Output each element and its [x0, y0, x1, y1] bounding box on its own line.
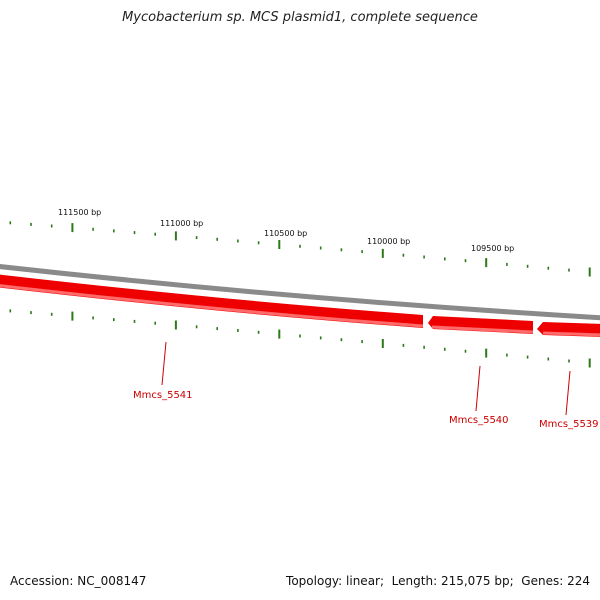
gene-label[interactable]: Mmcs_5541	[133, 390, 193, 401]
accession-label: Accession:	[10, 574, 74, 588]
gene-labels: Mmcs_5541 Mmcs_5540 Mmcs_5539	[133, 341, 599, 430]
map-title: Mycobacterium sp. MCS plasmid1, complete…	[122, 10, 478, 25]
accession-value: NC_008147	[77, 574, 147, 588]
scale-label: 109500 bp	[471, 244, 514, 253]
gene-leader-line	[161, 341, 167, 386]
length-label: Length:	[391, 574, 438, 588]
gene-highlight	[0, 284, 424, 328]
sequence-backbone	[0, 264, 600, 321]
gene-leader-line	[565, 370, 571, 416]
scale-label: 111500 bp	[58, 208, 101, 217]
gene-body	[0, 274, 423, 328]
sequence-summary: Topology: linear; Length: 215,075 bp; Ge…	[286, 574, 590, 588]
length-value: 215,075 bp	[440, 574, 510, 588]
topology-value: linear	[346, 574, 380, 588]
scale-labels: 111500 bp 111000 bp 110500 bp 110000 bp 1095…	[58, 208, 514, 253]
accession-info: Accession: NC_008147	[10, 574, 146, 588]
gene-arrow-mmcs_5539[interactable]	[537, 322, 600, 337]
gene-highlight	[431, 325, 534, 334]
gene-highlight	[542, 331, 600, 337]
scale-label: 110000 bp	[367, 237, 410, 246]
topology-label: Topology:	[286, 574, 343, 588]
gene-arrow-mmcs_5540[interactable]	[428, 316, 534, 334]
genes-label: Genes:	[521, 574, 564, 588]
gene-label[interactable]: Mmcs_5539	[539, 419, 599, 430]
gene-leader-line	[475, 365, 481, 412]
genes-value: 224	[567, 574, 590, 588]
scale-label: 110500 bp	[264, 229, 307, 238]
outer-scale-ticks	[9, 221, 591, 277]
inner-scale-ticks	[9, 309, 591, 368]
gene-label[interactable]: Mmcs_5540	[449, 415, 509, 426]
gene-arrow-mmcs_5541[interactable]	[0, 274, 424, 328]
gene-features	[0, 274, 600, 337]
scale-label: 111000 bp	[160, 219, 203, 228]
